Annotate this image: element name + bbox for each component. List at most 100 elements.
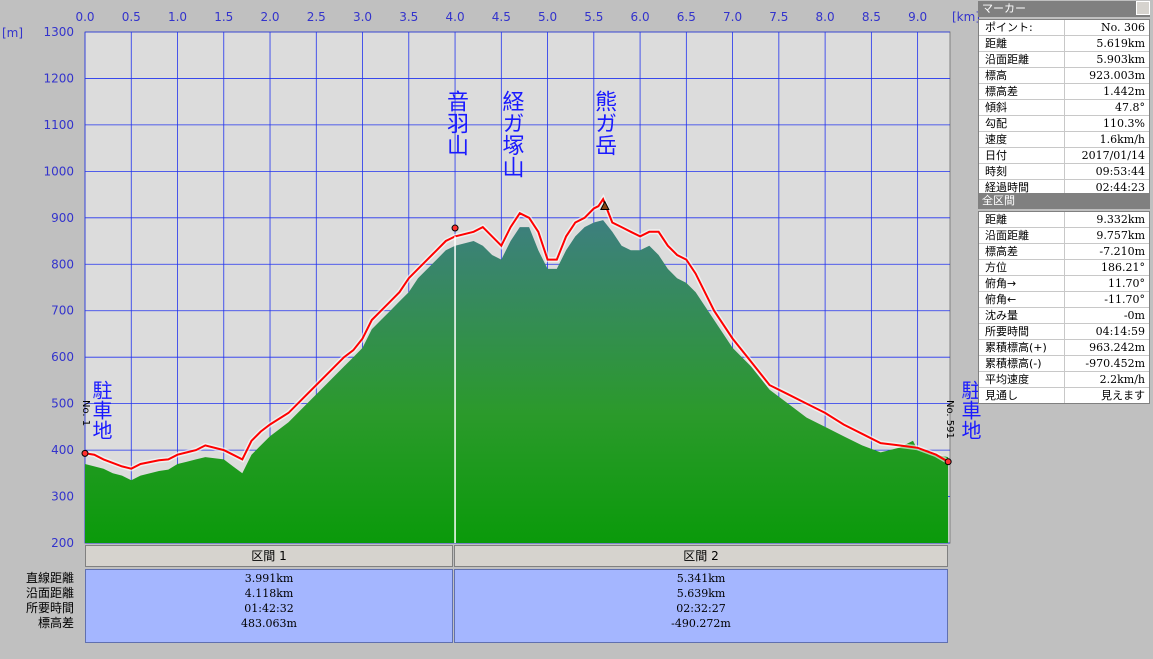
marker-panel: マーカー ポイント: No. 306 距離 5.619km 沿面距離 5.903km 標高 9… <box>978 1 1150 196</box>
y-unit-label: [m] <box>2 26 23 40</box>
point-markers <box>81 200 952 543</box>
marker-panel-row-label: 標高差 <box>979 84 1065 99</box>
section-2-elevation-diff: -490.272m <box>671 617 731 630</box>
marker-panel-row-label: 沿面距離 <box>979 52 1065 67</box>
section-2-values: 5.341km 5.639km 02:32:27 -490.272m <box>454 569 948 643</box>
x-tick-label: 9.0 <box>908 10 927 24</box>
total-panel-title: 全区間 <box>978 193 1150 209</box>
total-panel-row-label: 累積標高(-) <box>979 356 1065 371</box>
total-panel-row: 沈み量 -0m <box>979 308 1149 324</box>
section-2-straight-distance: 5.341km <box>676 572 726 585</box>
total-panel-row-label: 沈み量 <box>979 308 1065 323</box>
total-panel-row-value: 11.70° <box>1108 277 1145 290</box>
y-tick-label: 1200 <box>43 71 74 85</box>
total-panel-row-label: 距離 <box>979 212 1065 227</box>
marker-panel-row-value: 02:44:23 <box>1095 181 1145 194</box>
total-panel: 全区間 距離 9.332km 沿面距離 9.757km 標高差 -7.210m 方位 186.… <box>978 193 1150 404</box>
x-tick-label: 1.5 <box>214 10 233 24</box>
marker-panel-row-value: 47.8° <box>1115 101 1145 114</box>
section-1-values: 3.991km 4.118km 01:42:32 483.063m <box>85 569 453 643</box>
total-panel-row: 方位 186.21° <box>979 260 1149 276</box>
marker-panel-row-value: 5.619km <box>1096 37 1145 50</box>
total-panel-row-value: 9.757km <box>1096 229 1145 242</box>
section-1-elevation-diff: 483.063m <box>241 617 297 630</box>
x-tick-labels: 0.0 0.5 1.0 1.5 2.0 2.5 3.0 3.5 4.0 4.5 5.0 5.5 6.0 6… <box>75 10 927 24</box>
endpoint-label: 駐車地 <box>89 380 113 440</box>
y-tick-label: 600 <box>51 350 74 364</box>
marker-panel-row: 勾配 110.3% <box>979 116 1149 132</box>
x-tick-label: 7.0 <box>723 10 742 24</box>
total-panel-row: 俯角← -11.70° <box>979 292 1149 308</box>
peak-label: 熊ガ岳 <box>591 90 617 156</box>
marker-panel-title: マーカー <box>978 1 1150 17</box>
total-panel-row-label: 沿面距離 <box>979 228 1065 243</box>
route-line <box>84 193 950 472</box>
y-tick-label: 1000 <box>43 164 74 178</box>
marker-panel-table: ポイント: No. 306 距離 5.619km 沿面距離 5.903km 標高 923.00… <box>978 19 1150 196</box>
peak-label: 音羽山 <box>443 90 469 156</box>
marker-panel-row: 距離 5.619km <box>979 36 1149 52</box>
section-2-header[interactable]: 区間 2 <box>454 545 948 567</box>
marker-panel-row-value: 1.442m <box>1103 85 1145 98</box>
section-2-duration: 02:32:27 <box>676 602 726 615</box>
total-panel-row-value: 186.21° <box>1101 261 1145 274</box>
marker-panel-row: 標高差 1.442m <box>979 84 1149 100</box>
terrain-shape <box>85 220 949 543</box>
row-label-duration: 所要時間 <box>25 601 74 615</box>
y-tick-label: 1100 <box>43 118 74 132</box>
total-panel-row-value: 見えます <box>1101 389 1145 402</box>
total-panel-row-label: 標高差 <box>979 244 1065 259</box>
y-tick-label: 400 <box>51 443 74 457</box>
total-panel-row-label: 見通し <box>979 388 1065 403</box>
total-panel-row-value: 2.2km/h <box>1099 373 1145 386</box>
total-panel-row-label: 平均速度 <box>979 372 1065 387</box>
total-panel-row: 俯角→ 11.70° <box>979 276 1149 292</box>
marker-panel-row-value: 2017/01/14 <box>1081 149 1145 162</box>
x-tick-label: 6.0 <box>631 10 650 24</box>
x-tick-label: 3.5 <box>399 10 418 24</box>
x-tick-label: 4.0 <box>446 10 465 24</box>
endpoint-number: No. 1 <box>80 400 91 427</box>
endpoint-number: No. 591 <box>944 400 955 439</box>
marker-panel-row: ポイント: No. 306 <box>979 20 1149 36</box>
x-tick-label: 6.5 <box>677 10 696 24</box>
marker-panel-row-label: ポイント: <box>979 20 1065 35</box>
current-point-marker <box>600 200 610 211</box>
total-panel-row: 距離 9.332km <box>979 212 1149 228</box>
x-tick-label: 1.0 <box>168 10 187 24</box>
marker-panel-row: 経過時間 02:44:23 <box>979 180 1149 195</box>
row-label-surface-distance: 沿面距離 <box>25 586 74 600</box>
total-panel-row-value: -0m <box>1123 309 1145 322</box>
total-panel-row: 見通し 見えます <box>979 388 1149 403</box>
marker-panel-row: 標高 923.003m <box>979 68 1149 84</box>
x-tick-label: 0.0 <box>75 10 94 24</box>
total-panel-row-label: 俯角→ <box>979 276 1065 291</box>
marker-panel-close-button[interactable] <box>1136 1 1150 15</box>
total-panel-row-label: 方位 <box>979 260 1065 275</box>
total-panel-row-value: 04:14:59 <box>1095 325 1145 338</box>
x-tick-label: 0.5 <box>122 10 141 24</box>
x-unit-label: [km] <box>952 10 980 24</box>
total-panel-row: 平均速度 2.2km/h <box>979 372 1149 388</box>
x-tick-label: 2.0 <box>260 10 279 24</box>
marker-panel-row-label: 日付 <box>979 148 1065 163</box>
y-tick-label: 300 <box>51 490 74 504</box>
y-tick-label: 800 <box>51 257 74 271</box>
total-panel-row: 所要時間 04:14:59 <box>979 324 1149 340</box>
section-1-header[interactable]: 区間 1 <box>85 545 453 567</box>
total-panel-row-label: 所要時間 <box>979 324 1065 339</box>
y-tick-label: 1300 <box>43 25 74 39</box>
marker-panel-row: 速度 1.6km/h <box>979 132 1149 148</box>
marker-panel-row-label: 時刻 <box>979 164 1065 179</box>
marker-panel-row-label: 傾斜 <box>979 100 1065 115</box>
marker-panel-row-label: 距離 <box>979 36 1065 51</box>
x-tick-label: 4.5 <box>492 10 511 24</box>
marker-panel-row-value: 1.6km/h <box>1099 133 1145 146</box>
marker-panel-row-value: 09:53:44 <box>1095 165 1145 178</box>
row-label-elevation-diff: 標高差 <box>37 616 74 630</box>
marker-panel-row-label: 経過時間 <box>979 180 1065 195</box>
total-panel-row-value: -970.452m <box>1085 357 1145 370</box>
route-point-marker <box>944 458 952 466</box>
marker-panel-row: 時刻 09:53:44 <box>979 164 1149 180</box>
